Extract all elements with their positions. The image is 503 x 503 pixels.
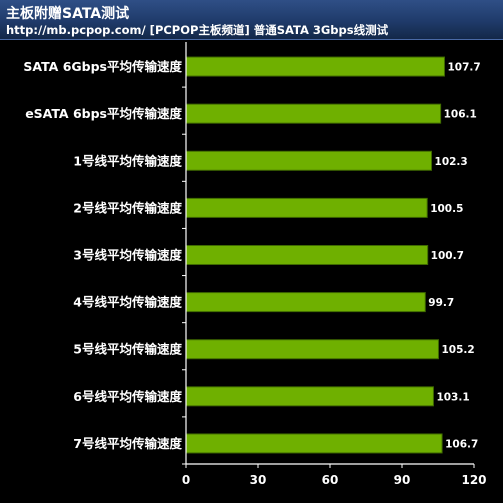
data-label: 100.5 <box>430 203 463 215</box>
chart-subtitle: http://mb.pcpop.com/ [PCPOP主板频道] 普通SATA … <box>6 23 389 37</box>
data-label: 102.3 <box>435 156 468 168</box>
x-tick-label: 60 <box>322 473 339 487</box>
category-label: eSATA 6bps平均传输速度 <box>25 106 182 121</box>
data-label: 105.2 <box>441 344 474 356</box>
chart-title: 主板附赠SATA测试 <box>6 6 130 22</box>
category-label: 2号线平均传输速度 <box>73 200 182 215</box>
chart-header: 主板附赠SATA测试 http://mb.pcpop.com/ [PCPOP主板… <box>0 0 503 40</box>
bar <box>185 292 426 313</box>
data-label: 99.7 <box>428 297 454 309</box>
data-label: 106.7 <box>445 438 478 450</box>
category-label: 3号线平均传输速度 <box>73 248 182 263</box>
x-tick-label: 0 <box>182 473 190 487</box>
bar <box>185 150 433 171</box>
category-label: 4号线平均传输速度 <box>73 295 182 310</box>
x-tick-label: 120 <box>461 473 486 487</box>
data-label: 100.7 <box>431 250 464 262</box>
bar <box>185 197 428 218</box>
data-label: 103.1 <box>436 391 469 403</box>
category-label: 1号线平均传输速度 <box>73 153 182 168</box>
category-label: 7号线平均传输速度 <box>73 436 182 451</box>
category-label: 6号线平均传输速度 <box>73 389 182 404</box>
data-label: 107.7 <box>447 62 480 74</box>
bar <box>185 386 434 407</box>
bar <box>185 56 445 77</box>
bar <box>185 103 442 124</box>
bar <box>185 339 439 360</box>
data-label: 106.1 <box>444 109 477 121</box>
category-label: 5号线平均传输速度 <box>73 342 182 357</box>
x-tick-label: 30 <box>250 473 267 487</box>
category-label: SATA 6Gbps平均传输速度 <box>23 59 182 74</box>
bar <box>185 433 443 454</box>
x-tick-label: 90 <box>394 473 411 487</box>
bar <box>185 245 429 265</box>
